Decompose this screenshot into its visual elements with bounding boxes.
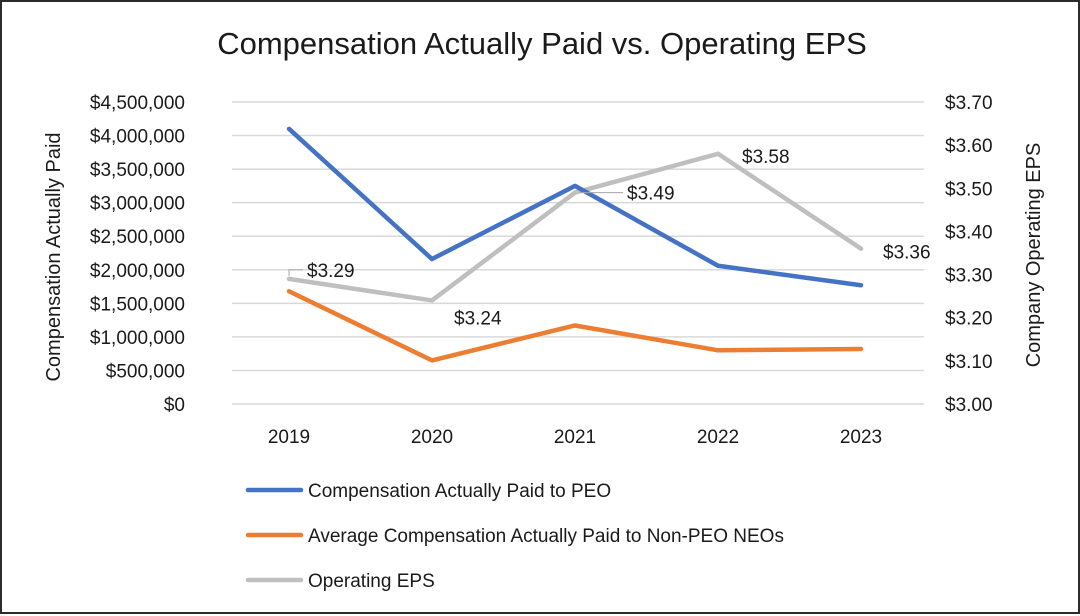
- eps-data-label: $3.49: [627, 184, 675, 205]
- left-axis-tick-label: $4,000,000: [90, 127, 185, 148]
- x-axis-tick-label: 2023: [840, 427, 882, 448]
- right-axis-ticks: $3.00 $3.10 $3.20 $3.30 $3.40 $3.50 $3.60 $3.70: [945, 93, 993, 416]
- left-axis-ticks: $0 $500,000 $1,000,000 $1,500,000 $2,000,000…: [90, 93, 185, 416]
- series-lines: [286, 126, 864, 363]
- left-axis-tick-label: $3,000,000: [90, 194, 185, 215]
- x-axis-tick-label: 2022: [697, 427, 739, 448]
- eps-data-label: $3.36: [883, 243, 931, 264]
- left-axis-tick-label: $1,500,000: [90, 294, 185, 315]
- x-axis-tick-label: 2021: [554, 427, 596, 448]
- right-axis-tick-label: $3.10: [945, 352, 993, 373]
- right-axis-tick-label: $3.00: [945, 395, 993, 416]
- left-axis-tick-label: $1,000,000: [90, 328, 185, 349]
- left-axis-title: Compensation Actually Paid: [43, 132, 65, 381]
- eps-data-label: $3.24: [454, 308, 502, 329]
- x-axis-tick-label: 2020: [411, 427, 453, 448]
- series-line-operating-eps: [286, 151, 864, 303]
- eps-data-label: $3.29: [307, 261, 355, 282]
- legend-label: Operating EPS: [308, 571, 435, 592]
- left-axis-tick-label: $3,500,000: [90, 160, 185, 181]
- data-label-leader: [288, 269, 303, 276]
- right-axis-title: Company Operating EPS: [1023, 143, 1045, 368]
- right-axis-tick-label: $3.60: [945, 136, 993, 157]
- left-axis-tick-label: $2,000,000: [90, 261, 185, 282]
- series-line-average-compensation-actually-paid-to-non-peo-neos: [286, 289, 864, 363]
- left-axis-tick-label: $4,500,000: [90, 93, 185, 114]
- legend: Compensation Actually Paid to PEO Average…: [245, 481, 784, 592]
- x-axis-tick-label: 2019: [268, 427, 310, 448]
- left-axis-tick-label: $500,000: [106, 361, 185, 382]
- legend-label: Average Compensation Actually Paid to No…: [308, 526, 784, 547]
- eps-data-label: $3.58: [742, 147, 790, 168]
- chart-title: Compensation Actually Paid vs. Operating…: [217, 26, 867, 61]
- right-axis-tick-label: $3.70: [945, 93, 993, 114]
- right-axis-tick-label: $3.20: [945, 309, 993, 330]
- legend-label: Compensation Actually Paid to PEO: [308, 481, 611, 502]
- left-axis-tick-label: $0: [164, 395, 185, 416]
- left-axis-tick-label: $2,500,000: [90, 227, 185, 248]
- series-line-compensation-actually-paid-to-peo: [286, 126, 864, 288]
- x-axis-ticks: 2019 2020 2021 2022 2023: [268, 427, 882, 448]
- data-labels: $3.29 $3.24 $3.49 $3.58 $3.36: [288, 147, 931, 329]
- right-axis-tick-label: $3.30: [945, 266, 993, 287]
- right-axis-tick-label: $3.50: [945, 179, 993, 200]
- gridlines: [232, 101, 924, 405]
- right-axis-tick-label: $3.40: [945, 222, 993, 243]
